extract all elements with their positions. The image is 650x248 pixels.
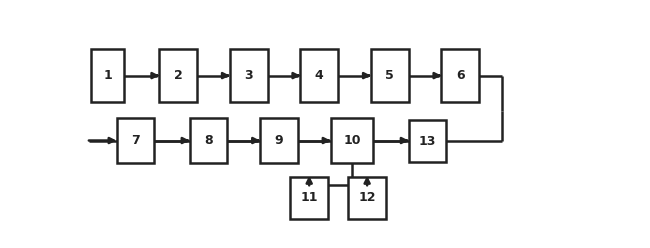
FancyBboxPatch shape [331, 118, 373, 163]
FancyBboxPatch shape [116, 118, 154, 163]
Text: 9: 9 [275, 134, 283, 147]
FancyBboxPatch shape [409, 121, 447, 162]
FancyBboxPatch shape [230, 49, 268, 102]
Text: 7: 7 [131, 134, 140, 147]
FancyBboxPatch shape [371, 49, 409, 102]
Text: 3: 3 [244, 69, 253, 82]
FancyBboxPatch shape [441, 49, 479, 102]
FancyBboxPatch shape [190, 118, 227, 163]
Text: 1: 1 [103, 69, 112, 82]
Text: 5: 5 [385, 69, 394, 82]
Text: 2: 2 [174, 69, 183, 82]
Text: 8: 8 [204, 134, 213, 147]
Text: 6: 6 [456, 69, 465, 82]
FancyBboxPatch shape [291, 177, 328, 219]
Text: 12: 12 [358, 191, 376, 204]
FancyBboxPatch shape [159, 49, 197, 102]
FancyBboxPatch shape [260, 118, 298, 163]
Text: 13: 13 [419, 135, 436, 148]
Text: 4: 4 [315, 69, 324, 82]
Text: 10: 10 [343, 134, 361, 147]
Text: 11: 11 [300, 191, 318, 204]
FancyBboxPatch shape [91, 49, 124, 102]
FancyBboxPatch shape [300, 49, 338, 102]
FancyBboxPatch shape [348, 177, 386, 219]
